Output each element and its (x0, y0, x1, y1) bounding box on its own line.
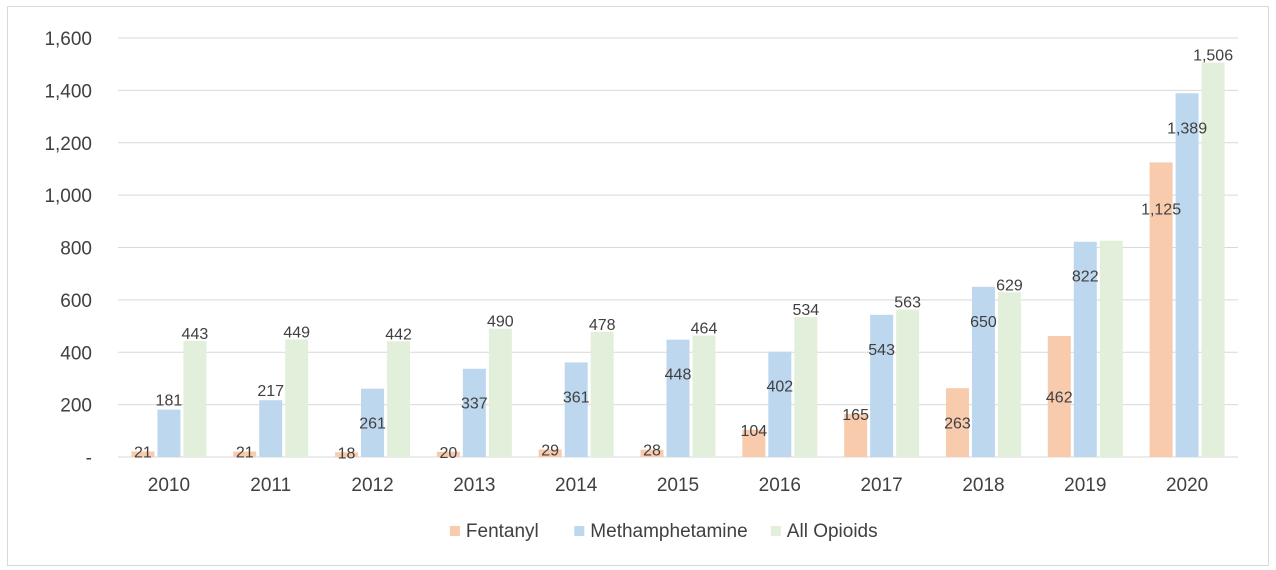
bar-fentanyl-2013 (436, 451, 460, 457)
data-label: 18 (338, 445, 356, 462)
data-label: 1,389 (1167, 120, 1207, 137)
bars (131, 62, 1225, 458)
data-label: 650 (970, 314, 997, 331)
bar-methamphetamine-2012 (361, 388, 385, 457)
chart-frame (7, 6, 1269, 566)
bar-fentanyl-2016 (742, 429, 766, 457)
data-label: 1,125 (1141, 201, 1181, 218)
data-label: 478 (589, 317, 616, 334)
legend-swatch-methamphetamine (574, 526, 585, 536)
data-label: 337 (461, 396, 488, 413)
bar-all-opioids-2012 (387, 341, 411, 457)
data-label: 21 (236, 445, 254, 462)
data-label: 217 (257, 383, 284, 400)
x-tick-label: 2013 (453, 475, 495, 496)
legend-label: All Opioids (787, 521, 878, 542)
data-label: 449 (283, 324, 310, 341)
x-tick-label: 2018 (962, 475, 1004, 496)
x-tick-label: 2012 (351, 475, 393, 496)
bar-all-opioids-2020 (1201, 62, 1225, 458)
data-label: 490 (487, 314, 514, 331)
legend-label: Fentanyl (466, 521, 539, 542)
legend-swatch-fentanyl (449, 526, 460, 536)
data-label: 563 (894, 295, 921, 312)
bar-methamphetamine-2013 (462, 368, 486, 457)
bar-fentanyl-2010 (131, 451, 155, 457)
bar-methamphetamine-2017 (870, 314, 894, 457)
data-label: 534 (792, 302, 819, 319)
bar-all-opioids-2019 (1099, 240, 1123, 457)
data-label: 28 (643, 443, 661, 460)
y-tick-label: 1,600 (44, 29, 92, 50)
x-tick-label: 2016 (759, 475, 801, 496)
x-tick-label: 2010 (148, 475, 190, 496)
data-label: 21 (134, 445, 152, 462)
bar-methamphetamine-2018 (971, 286, 995, 457)
data-label: 361 (563, 389, 590, 406)
y-tick-label: 200 (60, 396, 92, 417)
bar-methamphetamine-2011 (259, 400, 283, 457)
data-label: 442 (385, 326, 412, 343)
x-axis: 2010 2011 2012 2013 2014 2015 2016 2017 2018 2019… (148, 475, 1208, 496)
bar-fentanyl-2019 (1047, 336, 1071, 457)
data-label: 1,506 (1193, 48, 1233, 65)
bar-fentanyl-2020 (1149, 162, 1173, 457)
bar-all-opioids-2018 (997, 292, 1021, 457)
y-tick-label: - (86, 448, 92, 469)
bar-all-opioids-2013 (488, 328, 512, 457)
y-tick-label: 800 (60, 239, 92, 260)
bar-all-opioids-2016 (794, 317, 818, 457)
data-label: 464 (691, 320, 718, 337)
x-tick-label: 2015 (657, 475, 699, 496)
bar-fentanyl-2017 (844, 413, 868, 457)
data-label: 402 (766, 379, 793, 396)
data-label: 181 (156, 393, 183, 410)
bar-fentanyl-2014 (538, 449, 562, 457)
data-label: 104 (740, 423, 767, 440)
bar-all-opioids-2017 (896, 309, 920, 457)
y-tick-label: 1,200 (44, 134, 92, 155)
data-label: 443 (182, 326, 209, 343)
x-tick-label: 2017 (860, 475, 902, 496)
data-label: 261 (359, 416, 386, 433)
y-tick-label: 400 (60, 343, 92, 364)
bar-all-opioids-2010 (183, 340, 207, 457)
data-label: 29 (541, 442, 559, 459)
bar-methamphetamine-2014 (564, 362, 588, 457)
data-label: 263 (944, 416, 971, 433)
x-tick-label: 2014 (555, 475, 598, 496)
x-tick-label: 2020 (1166, 475, 1208, 496)
bar-methamphetamine-2016 (768, 351, 792, 457)
bar-fentanyl-2018 (945, 388, 969, 457)
bar-methamphetamine-2019 (1073, 241, 1097, 457)
data-label: 20 (439, 445, 457, 462)
data-label: 165 (842, 407, 869, 424)
y-tick-label: 600 (60, 291, 92, 312)
data-label: 543 (868, 342, 895, 359)
data-label: 448 (665, 367, 692, 384)
legend-label: Methamphetamine (590, 521, 747, 542)
y-tick-label: 1,400 (44, 81, 92, 102)
legend: Fentanyl Methamphetamine All Opioids (449, 521, 878, 542)
y-tick-label: 1,000 (44, 186, 92, 207)
bar-methamphetamine-2010 (157, 409, 181, 457)
legend-swatch-all-opioids (770, 526, 781, 536)
y-axis: - 200 400 600 800 1,000 1,200 1,400 1,600 (44, 29, 92, 469)
data-label: 822 (1072, 269, 1099, 286)
data-label: 462 (1046, 390, 1073, 407)
bar-all-opioids-2014 (590, 331, 614, 457)
bar-fentanyl-2011 (233, 451, 257, 457)
bar-fentanyl-2015 (640, 449, 664, 457)
bar-all-opioids-2015 (692, 335, 716, 457)
bar-fentanyl-2012 (335, 452, 359, 457)
bar-all-opioids-2011 (285, 339, 309, 457)
data-label: 629 (996, 277, 1023, 294)
x-tick-label: 2011 (250, 475, 291, 496)
bar-methamphetamine-2020 (1175, 93, 1199, 458)
bar-methamphetamine-2015 (666, 339, 690, 457)
x-tick-label: 2019 (1064, 475, 1106, 496)
